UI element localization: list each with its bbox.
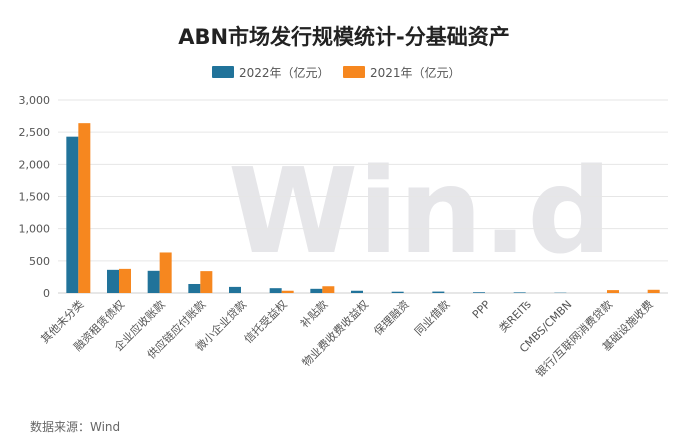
bar-2022 bbox=[229, 286, 241, 293]
y-tick-label: 2,000 bbox=[19, 158, 51, 171]
x-tick-label: PPP bbox=[470, 298, 494, 322]
bar-2022 bbox=[188, 283, 201, 293]
y-tick-label: 3,000 bbox=[19, 94, 51, 107]
x-tick-label: 补贴款 bbox=[297, 297, 330, 330]
y-axis: 0 500 1,000 1,500 2,000 2,500 3,000 bbox=[19, 94, 51, 300]
y-tick-label: 2,500 bbox=[19, 126, 51, 139]
bar-2021 bbox=[200, 271, 213, 293]
bar-2022 bbox=[432, 291, 445, 293]
bar-2021 bbox=[78, 123, 91, 293]
watermark: Win.d bbox=[228, 142, 612, 280]
y-tick-label: 0 bbox=[43, 287, 50, 300]
bar-2021 bbox=[119, 268, 131, 293]
bar-2022 bbox=[351, 290, 363, 293]
legend-label: 2021年（亿元） bbox=[370, 65, 461, 80]
legend-swatch bbox=[343, 66, 365, 78]
bar-2022 bbox=[269, 288, 282, 293]
bars bbox=[66, 123, 660, 293]
legend-swatch bbox=[212, 66, 234, 78]
y-tick-label: 1,500 bbox=[19, 191, 51, 204]
bar-2021 bbox=[281, 290, 294, 293]
y-tick-label: 500 bbox=[29, 255, 50, 268]
x-tick-label: 银行/互联网消费贷款 bbox=[533, 297, 616, 380]
bar-2022 bbox=[391, 291, 404, 293]
x-tick-label: 类REITs bbox=[496, 297, 534, 335]
chart-title: ABN市场发行规模统计-分基础资产 bbox=[178, 25, 510, 49]
bar-2022 bbox=[473, 292, 485, 293]
bar-2021 bbox=[322, 286, 335, 293]
bar-2022 bbox=[107, 269, 119, 293]
source-note: 数据来源：Wind bbox=[30, 419, 120, 434]
bar-2022 bbox=[66, 136, 79, 293]
bar-2022 bbox=[513, 292, 526, 293]
bar-2022 bbox=[310, 288, 323, 293]
bar-2021 bbox=[159, 252, 172, 293]
bar-2021 bbox=[647, 289, 660, 293]
x-tick-label: 信托受益权 bbox=[241, 297, 290, 346]
legend: 2022年（亿元） 2021年（亿元） bbox=[212, 65, 461, 80]
y-tick-label: 1,000 bbox=[19, 223, 51, 236]
x-tick-label: 保理融资 bbox=[371, 297, 412, 338]
x-tick-label: 同业借款 bbox=[411, 297, 452, 338]
bar-2022 bbox=[147, 270, 160, 293]
bar-2021 bbox=[607, 290, 619, 293]
legend-label: 2022年（亿元） bbox=[239, 65, 330, 80]
